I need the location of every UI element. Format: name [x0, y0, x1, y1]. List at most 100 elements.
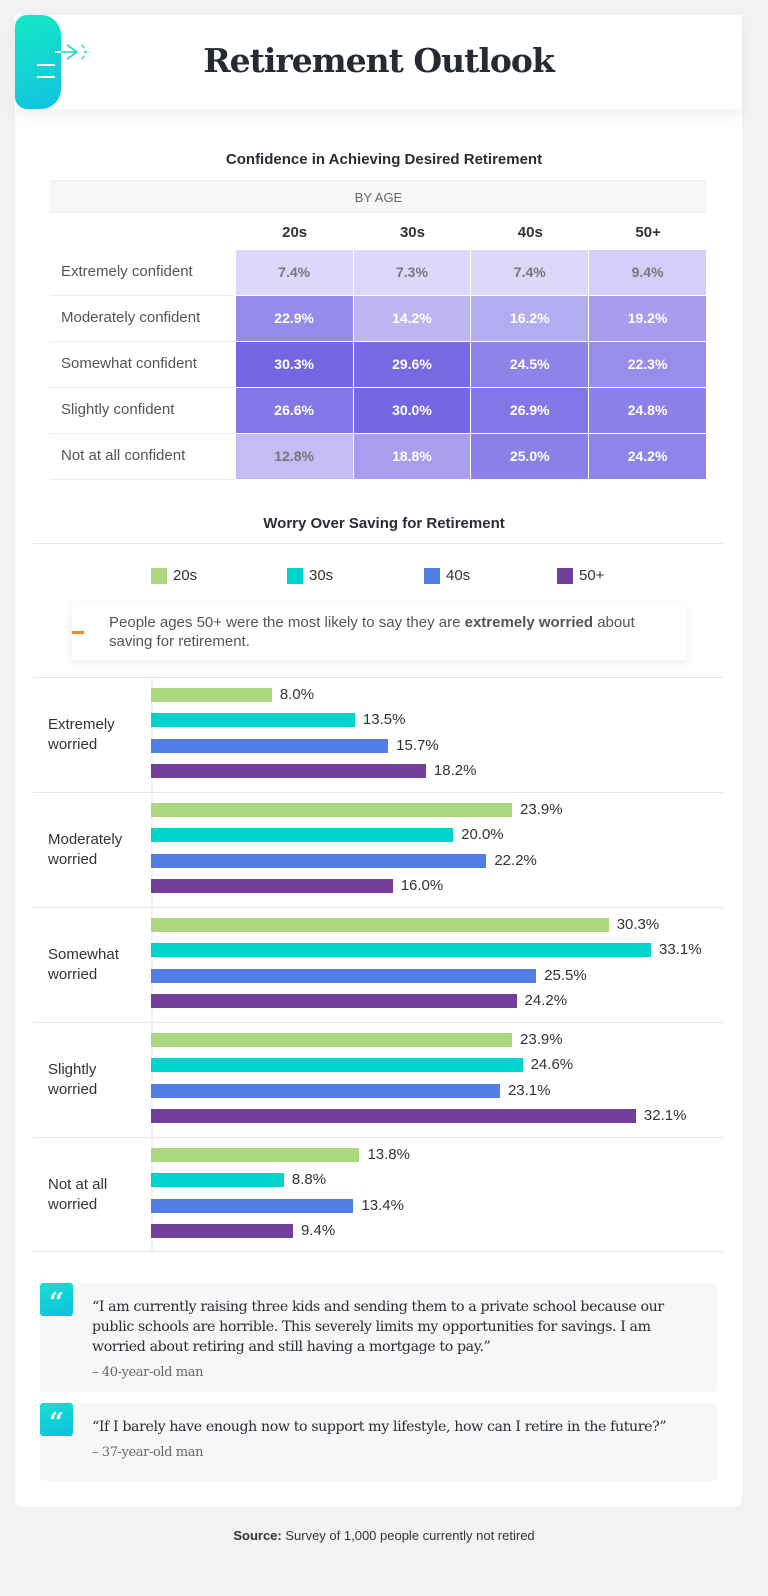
quote-icon: “	[40, 1403, 73, 1438]
category-label: Not at all worried	[48, 1176, 108, 1213]
bar-value: 13.5%	[362, 711, 406, 729]
heatmap-cell: 24.8%	[589, 388, 706, 433]
table-row: Extremely confident 7.4% 7.3% 7.4% 9.4%	[50, 250, 707, 296]
bar-30s	[151, 713, 355, 728]
heatmap-cell: 30.0%	[353, 388, 471, 433]
bar-value: 8.8%	[291, 1171, 327, 1189]
heatmap-cell: 24.5%	[471, 342, 589, 387]
bar-20s	[151, 803, 513, 817]
worry-title: Worry Over Saving for Retirement	[263, 515, 505, 532]
bar-value: 20.0%	[461, 826, 504, 844]
page-title: Retirement Outlook	[203, 41, 555, 80]
orange-dash-icon	[72, 631, 84, 634]
quote-card: “ “I am currently raising three kids and…	[40, 1283, 717, 1392]
divider	[33, 907, 723, 908]
quote-icon: “	[40, 1283, 73, 1318]
heatmap-cell: 25.0%	[471, 434, 589, 479]
bar-50+	[151, 1223, 293, 1238]
source-note: Source: Survey of 1,000 people currently…	[233, 1528, 535, 1543]
divider	[33, 543, 723, 544]
bar-50+	[151, 993, 517, 1008]
bar-30s	[151, 943, 651, 958]
table-row: Moderately confident 22.9% 14.2% 16.2% 19.2%	[50, 296, 707, 342]
legend-swatch	[424, 567, 440, 584]
category-label: Somewhat worried	[48, 946, 119, 983]
bar-value: 8.0%	[279, 686, 315, 703]
bar-50+	[151, 878, 393, 893]
bar-value: 9.4%	[300, 1221, 336, 1239]
row-label: Extremely confident	[50, 250, 236, 296]
bar-value: 24.2%	[524, 991, 568, 1009]
heatmap-cell: 24.2%	[589, 434, 706, 479]
bar-value: 33.1%	[659, 941, 702, 959]
bar-value: 18.2%	[433, 761, 477, 779]
category-label: Slightly worried	[48, 1061, 98, 1098]
heatmap-cell: 18.8%	[353, 434, 471, 479]
col-header: 40s	[517, 224, 543, 241]
heatmap-cell: 7.4%	[235, 250, 353, 295]
heatmap-cell: 26.9%	[471, 388, 589, 433]
heatmap-cell: 30.3%	[235, 342, 353, 387]
quote-text: “I am currently raising three kids and s…	[92, 1299, 664, 1355]
bar-value: 32.1%	[643, 1106, 687, 1124]
bar-30s	[151, 828, 454, 843]
legend-item: 20s	[151, 567, 197, 584]
column-headers: 20s 30s 40s 50+	[50, 213, 707, 250]
divider	[33, 1251, 723, 1252]
bar-20s	[151, 1148, 360, 1162]
legend-swatch	[557, 567, 573, 584]
col-header: 30s	[399, 224, 425, 241]
heatmap-cell: 29.6%	[353, 342, 471, 387]
bar-20s	[151, 688, 272, 702]
heatmap-cell: 7.4%	[471, 250, 589, 295]
bar-value: 15.7%	[396, 736, 439, 754]
heatmap-cell: 12.8%	[235, 434, 353, 479]
quote-attribution: – 40-year-old man	[92, 1365, 204, 1380]
callout-note: People ages 50+ were the most likely to …	[72, 604, 686, 660]
bar-value: 23.1%	[507, 1081, 551, 1099]
quote-attribution: – 37-year-old man	[92, 1445, 204, 1460]
legend-label: 30s	[309, 567, 334, 584]
heatmap-cell: 19.2%	[589, 296, 706, 341]
confidence-table: BY AGE 20s 30s 40s 50+ Extremely confide…	[50, 180, 707, 480]
divider	[33, 1022, 723, 1023]
heatmap-cell: 26.6%	[235, 388, 353, 433]
legend-label: 20s	[173, 567, 198, 584]
legend-label: 50+	[579, 567, 605, 584]
bar-40s	[151, 853, 487, 868]
row-label: Slightly confident	[50, 388, 236, 434]
heatmap-cell: 9.4%	[589, 250, 706, 295]
quote-text: “If I barely have enough now to support …	[92, 1419, 667, 1435]
bar-value: 23.9%	[520, 1031, 563, 1048]
bar-value: 13.8%	[367, 1146, 410, 1163]
heatmap-cell: 22.3%	[589, 342, 706, 387]
table-row: Slightly confident 26.6% 30.0% 26.9% 24.8%	[50, 388, 707, 434]
bar-30s	[151, 1058, 523, 1073]
row-label: Somewhat confident	[50, 342, 236, 388]
bar-20s	[151, 1033, 513, 1047]
row-label: Moderately confident	[50, 296, 236, 342]
table-row: Not at all confident 12.8% 18.8% 25.0% 24.2%	[50, 434, 707, 480]
bar-40s	[151, 1083, 500, 1098]
logo	[15, 15, 87, 109]
heatmap-cell: 14.2%	[353, 296, 471, 341]
bar-40s	[151, 738, 389, 753]
bar-30s	[151, 1173, 284, 1188]
bar-40s	[151, 968, 537, 983]
arrow-logo-icon	[37, 43, 87, 78]
quote-card: “ “If I barely have enough now to suppor…	[40, 1403, 717, 1481]
bar-20s	[151, 918, 609, 932]
col-header: 50+	[635, 224, 661, 241]
bar-50+	[151, 763, 426, 778]
table-row: Somewhat confident 30.3% 29.6% 24.5% 22.3%	[50, 342, 707, 388]
heatmap-cell: 22.9%	[235, 296, 353, 341]
legend-swatch	[151, 567, 167, 584]
header: Retirement Outlook	[15, 15, 742, 109]
row-label: Not at all confident	[50, 434, 236, 480]
by-age-header: BY AGE	[50, 180, 707, 213]
legend-item: 50+	[557, 567, 604, 584]
legend-label: 40s	[446, 567, 471, 584]
confidence-title: Confidence in Achieving Desired Retireme…	[225, 151, 543, 168]
category-label: Extremely worried	[48, 716, 115, 753]
bar-axis	[151, 677, 153, 1251]
